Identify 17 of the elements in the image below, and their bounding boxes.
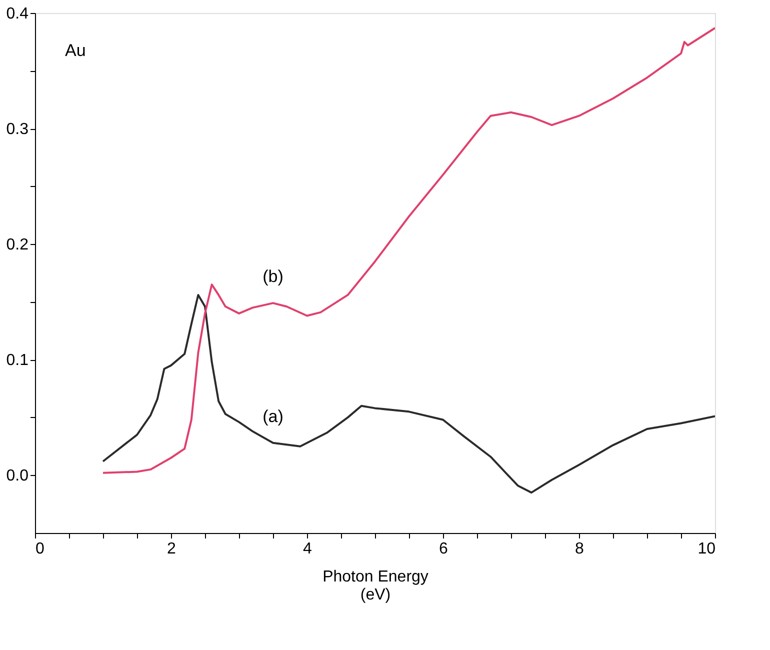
y-tick-label: 0.3 [6, 121, 29, 138]
series-label: (b) [262, 267, 284, 286]
y-tick-label: 0.2 [6, 236, 29, 254]
series-label: (a) [262, 406, 284, 426]
y-tick-label: 0.4 [6, 6, 29, 22]
line-series [102, 294, 715, 494]
annotation: Au [65, 41, 86, 60]
x-tick-label: 4 [303, 540, 312, 558]
x-tick-label: 10 [698, 540, 716, 558]
y-tick-label: 0.0 [6, 468, 29, 485]
x-tick-label: 0 [36, 540, 44, 558]
x-tick-label: 8 [575, 540, 584, 558]
y-tick-label: 0.1 [6, 352, 29, 370]
x-tick-label: 6 [439, 540, 448, 558]
x-tick-label: 2 [167, 540, 176, 558]
x-axis-title: Photon Energy (eV) [322, 568, 428, 604]
line-series [102, 27, 715, 474]
